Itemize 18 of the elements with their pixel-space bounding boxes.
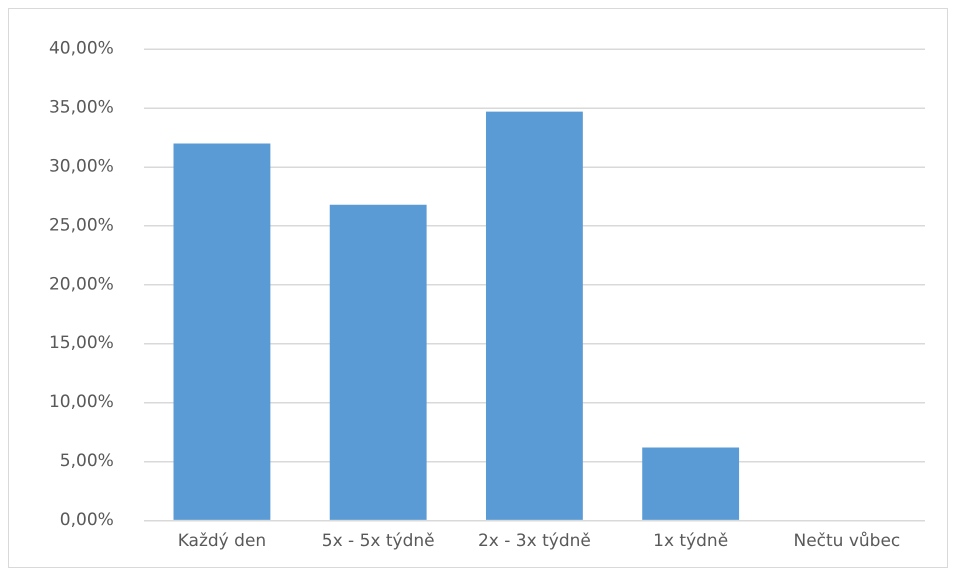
y-tick-label: 35,00%	[48, 98, 114, 118]
y-tick-label: 40,00%	[48, 38, 114, 59]
bar	[486, 112, 583, 520]
x-tick-label: 2x - 3x týdně	[478, 531, 591, 552]
x-tick-label: 5x - 5x týdně	[322, 531, 435, 552]
y-tick-label: 10,00%	[48, 392, 114, 412]
y-tick-label: 20,00%	[48, 274, 114, 294]
bar	[642, 448, 740, 520]
bar	[174, 143, 270, 520]
y-tick-label: 15,00%	[48, 333, 114, 354]
y-tick-label: 0,00%	[60, 510, 114, 530]
x-tick-label: 1x týdně	[653, 531, 728, 552]
x-tick-label: Každý den	[178, 531, 266, 552]
y-tick-label: 25,00%	[48, 215, 114, 236]
y-tick-label: 5,00%	[60, 451, 114, 472]
y-tick-label: 30,00%	[48, 156, 114, 176]
x-tick-label: Nečtu vůbec	[793, 531, 900, 552]
bar	[330, 204, 427, 520]
